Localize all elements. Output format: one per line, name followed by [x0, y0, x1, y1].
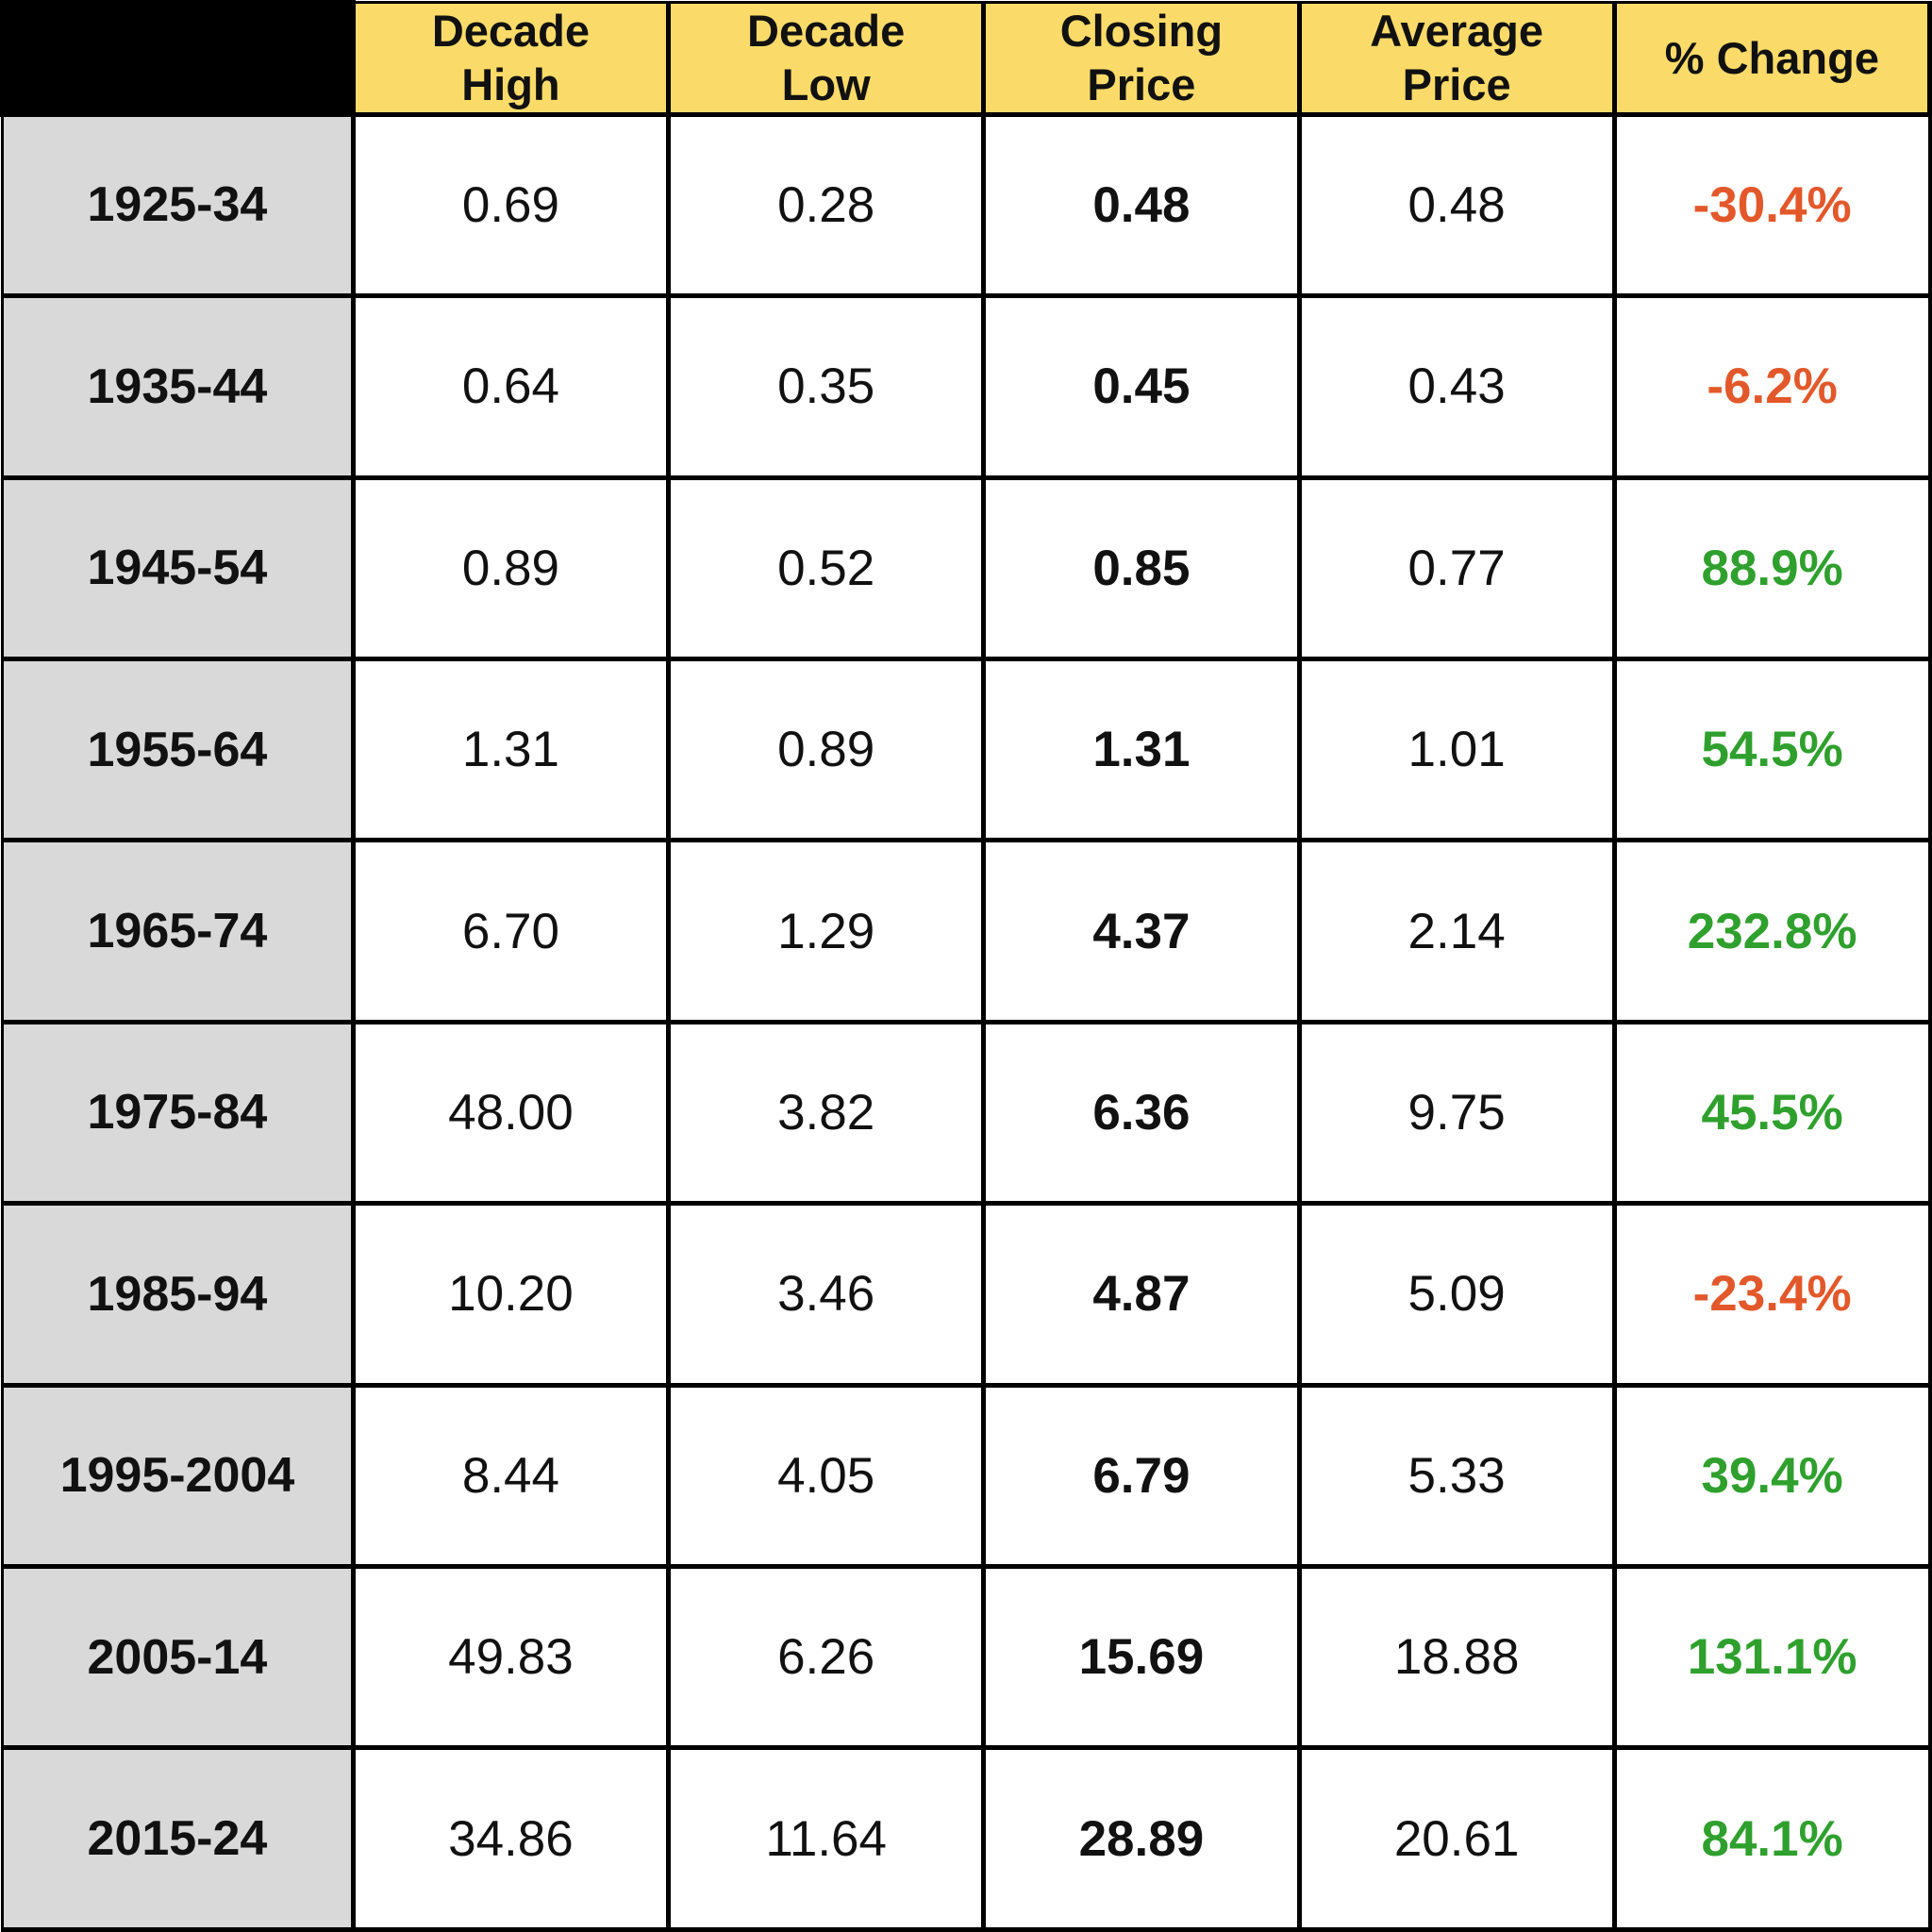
decade-high-cell: 0.64: [350, 293, 672, 480]
table-row: 1935-44 0.64 0.35 0.45 0.43 -6.2%: [1, 293, 1932, 480]
closing-price-cell: 15.69: [981, 1564, 1302, 1751]
closing-price-cell: 6.36: [981, 1019, 1302, 1207]
closing-price-cell: 4.87: [981, 1201, 1302, 1388]
pct-change-cell: 39.4%: [1611, 1382, 1932, 1570]
period-cell: 2015-24: [1, 1745, 356, 1932]
closing-price-cell: 4.37: [981, 838, 1302, 1024]
average-price-cell: 0.43: [1296, 293, 1617, 480]
decade-low-cell: 1.29: [666, 838, 987, 1024]
pct-change-cell: 84.1%: [1611, 1745, 1932, 1932]
decade-high-cell: 10.20: [350, 1201, 672, 1388]
pct-change-cell: -6.2%: [1611, 293, 1932, 480]
decade-high-cell: 1.31: [350, 656, 672, 843]
average-price-cell: 5.09: [1296, 1201, 1617, 1388]
average-price-cell: 0.48: [1296, 111, 1617, 299]
closing-price-cell: 28.89: [981, 1745, 1302, 1932]
column-header-closing-price: Closing Price: [981, 1, 1302, 117]
pct-change-cell: 45.5%: [1611, 1019, 1932, 1207]
table-row: 1925-34 0.69 0.28 0.48 0.48 -30.4%: [1, 111, 1932, 299]
table-row: 1985-94 10.20 3.46 4.87 5.09 -23.4%: [1, 1201, 1932, 1388]
pct-change-cell: -23.4%: [1611, 1201, 1932, 1388]
table-row: 1945-54 0.89 0.52 0.85 0.77 88.9%: [1, 475, 1932, 661]
column-header-decade-low: Decade Low: [666, 1, 987, 117]
table-row: 1955-64 1.31 0.89 1.31 1.01 54.5%: [1, 656, 1932, 843]
average-price-cell: 20.61: [1296, 1745, 1617, 1932]
decade-low-cell: 0.89: [666, 656, 987, 843]
period-cell: 1985-94: [1, 1201, 356, 1388]
decade-high-cell: 6.70: [350, 838, 672, 1024]
average-price-cell: 9.75: [1296, 1019, 1617, 1207]
table-row: 1975-84 48.00 3.82 6.36 9.75 45.5%: [1, 1019, 1932, 1207]
table-row: 1965-74 6.70 1.29 4.37 2.14 232.8%: [1, 838, 1932, 1024]
decade-high-cell: 8.44: [350, 1382, 672, 1570]
average-price-cell: 2.14: [1296, 838, 1617, 1024]
period-cell: 1945-54: [1, 475, 356, 661]
corner-cell: [0, 0, 356, 117]
closing-price-cell: 1.31: [981, 656, 1302, 843]
period-cell: 2005-14: [1, 1564, 356, 1751]
decade-low-cell: 11.64: [666, 1745, 987, 1932]
table-header: Decade High Decade Low Closing Price Ave…: [0, 0, 1932, 117]
table-row: 1995-2004 8.44 4.05 6.79 5.33 39.4%: [1, 1382, 1932, 1570]
period-cell: 1975-84: [1, 1019, 356, 1207]
closing-price-cell: 0.45: [981, 293, 1302, 480]
pct-change-cell: 131.1%: [1611, 1564, 1932, 1751]
average-price-cell: 18.88: [1296, 1564, 1617, 1751]
decade-high-cell: 48.00: [350, 1019, 672, 1207]
decade-high-cell: 49.83: [350, 1564, 672, 1751]
closing-price-cell: 0.48: [981, 111, 1302, 299]
period-cell: 1935-44: [1, 293, 356, 480]
pct-change-cell: -30.4%: [1611, 111, 1932, 299]
pct-change-cell: 88.9%: [1611, 475, 1932, 661]
period-cell: 1955-64: [1, 656, 356, 843]
period-cell: 1965-74: [1, 838, 356, 1024]
decade-high-cell: 34.86: [350, 1745, 672, 1932]
average-price-cell: 5.33: [1296, 1382, 1617, 1570]
pct-change-cell: 54.5%: [1611, 656, 1932, 843]
decade-high-cell: 0.89: [350, 475, 672, 661]
decade-low-cell: 0.35: [666, 293, 987, 480]
decade-low-cell: 0.52: [666, 475, 987, 661]
table-row: 2005-14 49.83 6.26 15.69 18.88 131.1%: [1, 1564, 1932, 1751]
period-cell: 1925-34: [1, 111, 356, 299]
decade-low-cell: 0.28: [666, 111, 987, 299]
header-row: Decade High Decade Low Closing Price Ave…: [0, 0, 1932, 117]
decade-low-cell: 3.46: [666, 1201, 987, 1388]
period-cell: 1995-2004: [1, 1382, 356, 1570]
average-price-cell: 1.01: [1296, 656, 1617, 843]
closing-price-cell: 0.85: [981, 475, 1302, 661]
column-header-pct-change: % Change: [1611, 1, 1932, 117]
table-body: 1925-34 0.69 0.28 0.48 0.48 -30.4% 1935-…: [1, 111, 1932, 1932]
decade-high-cell: 0.69: [350, 111, 672, 299]
decade-low-cell: 6.26: [666, 1564, 987, 1751]
pct-change-cell: 232.8%: [1611, 838, 1932, 1024]
decade-low-cell: 4.05: [666, 1382, 987, 1570]
table-row: 2015-24 34.86 11.64 28.89 20.61 84.1%: [1, 1745, 1932, 1932]
decade-low-cell: 3.82: [666, 1019, 987, 1207]
column-header-decade-high: Decade High: [350, 1, 672, 117]
average-price-cell: 0.77: [1296, 475, 1617, 661]
closing-price-cell: 6.79: [981, 1382, 1302, 1570]
column-header-average-price: Average Price: [1296, 1, 1617, 117]
